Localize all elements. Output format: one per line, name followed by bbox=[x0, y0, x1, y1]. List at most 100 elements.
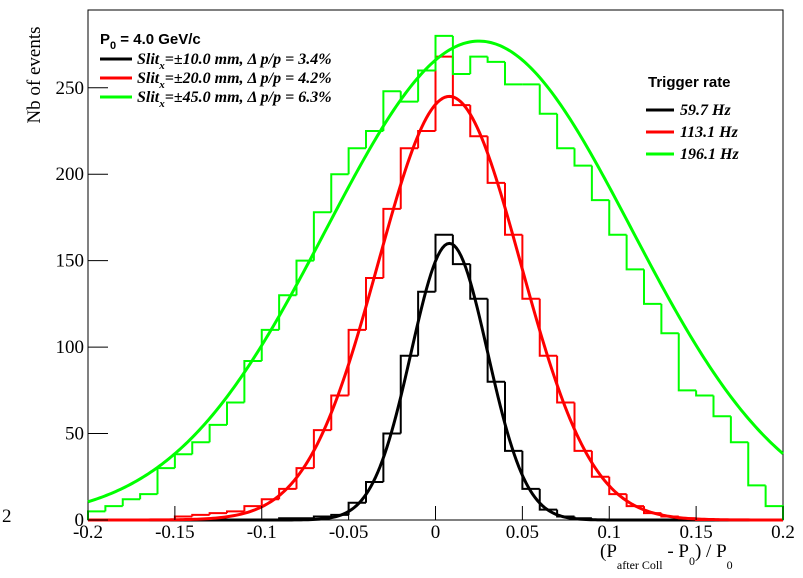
histogram-bin bbox=[208, 512, 227, 515]
histogram-bin bbox=[382, 207, 401, 278]
histogram-bin bbox=[729, 416, 749, 444]
y-tick-label: 250 bbox=[56, 78, 85, 99]
histogram-bin bbox=[747, 442, 766, 487]
rate-title: Trigger rate bbox=[648, 74, 731, 91]
histogram-bin bbox=[365, 276, 384, 330]
y-axis-label: Nb of events bbox=[24, 26, 45, 123]
legend-part: Slit bbox=[137, 89, 160, 106]
histogram-bin bbox=[365, 130, 384, 149]
y-tick-label: 150 bbox=[56, 251, 85, 272]
x-label-part: (P bbox=[600, 541, 617, 562]
legend-sub: x bbox=[158, 79, 165, 91]
x-tick-label: 0.15 bbox=[680, 522, 713, 543]
rate-label: 196.1 Hz bbox=[680, 146, 739, 163]
histogram-bin bbox=[486, 298, 505, 383]
histogram-bin bbox=[504, 182, 523, 236]
histogram-bin bbox=[660, 303, 679, 335]
x-axis-label: (Pafter Coll - P0) / P0 bbox=[600, 541, 733, 572]
fit-curve bbox=[87, 39, 784, 504]
histogram-bin bbox=[243, 359, 262, 403]
histogram-bin bbox=[573, 402, 592, 452]
x-tick-label: -0.15 bbox=[155, 522, 195, 543]
legend-part: Slit bbox=[137, 51, 160, 68]
x-label-sub: 0 bbox=[727, 558, 733, 572]
histogram-bin bbox=[312, 211, 332, 261]
histogram-bin bbox=[538, 298, 558, 357]
x-label-part: - P bbox=[663, 541, 689, 562]
x-tick-label: -0.05 bbox=[329, 522, 369, 543]
histogram-bin bbox=[764, 485, 784, 520]
legend-label: Slitx=±20.0 mm, Δ p/p = 4.2% bbox=[137, 70, 332, 91]
rate-label: 59.7 Hz bbox=[680, 102, 731, 119]
y-tick-label: 100 bbox=[56, 337, 85, 358]
rate-label: 113.1 Hz bbox=[680, 124, 739, 141]
x-tick-label: -0.1 bbox=[247, 522, 277, 543]
histogram-bin bbox=[260, 328, 280, 361]
histogram-bin bbox=[208, 423, 227, 443]
legend-part: =±20.0 mm, Δ p/p = 4.2% bbox=[165, 70, 332, 87]
fit-curve bbox=[88, 94, 784, 522]
header-part: P bbox=[100, 31, 110, 48]
histogram-bin bbox=[590, 165, 610, 202]
histogram-bin bbox=[556, 355, 575, 404]
histogram-bin bbox=[643, 269, 662, 305]
x-tick-label: -0.2 bbox=[73, 522, 103, 543]
histogram-bin bbox=[104, 505, 123, 512]
legend-background bbox=[93, 22, 423, 110]
y-tick-label: 50 bbox=[65, 424, 84, 445]
histogram-bin bbox=[330, 394, 349, 431]
legend-part: =±10.0 mm, Δ p/p = 3.4% bbox=[165, 51, 332, 68]
legend-label: Slitx=±10.0 mm, Δ p/p = 3.4% bbox=[137, 51, 332, 72]
histogram-bin bbox=[608, 200, 627, 236]
histogram-bin bbox=[538, 488, 558, 511]
histogram-bin bbox=[382, 90, 401, 132]
header-part: = 4.0 GeV/c bbox=[116, 31, 201, 48]
x-tick-label: 0.1 bbox=[597, 522, 621, 543]
histogram-bin bbox=[504, 61, 523, 86]
histogram-bin bbox=[417, 130, 436, 149]
legend-part: =±45.0 mm, Δ p/p = 6.3% bbox=[165, 89, 332, 106]
x-label-sub: after Coll bbox=[617, 558, 663, 572]
x-label-part: ) / P bbox=[695, 541, 727, 562]
x-tick-label: 0.05 bbox=[506, 522, 539, 543]
histogram-bin bbox=[382, 432, 401, 482]
y-tick-label: 200 bbox=[56, 164, 85, 185]
legend-part: Slit bbox=[137, 70, 160, 87]
x-tick-label: 0.2 bbox=[771, 522, 795, 543]
histogram-bin bbox=[469, 55, 488, 74]
histogram-bin bbox=[139, 493, 158, 500]
histogram-bin bbox=[312, 515, 332, 519]
histogram-bin bbox=[521, 450, 540, 490]
histogram-bin bbox=[330, 173, 349, 213]
histogram-bin bbox=[504, 381, 523, 452]
legend-sub: x bbox=[158, 98, 165, 110]
legend-header: P0 = 4.0 GeV/c bbox=[100, 31, 201, 52]
histogram-bin bbox=[608, 476, 627, 496]
legend-label: Slitx=±45.0 mm, Δ p/p = 6.3% bbox=[137, 89, 332, 110]
histogram-bin bbox=[695, 390, 714, 397]
histogram-bin bbox=[399, 354, 419, 434]
histogram-bin bbox=[347, 147, 366, 175]
histogram-bin bbox=[226, 401, 245, 425]
histogram-bin bbox=[173, 453, 193, 469]
histogram-bin bbox=[434, 233, 453, 292]
histogram-bin bbox=[469, 264, 488, 300]
histogram-bin bbox=[417, 290, 436, 356]
histogram-bin bbox=[434, 55, 453, 132]
histogram-bin bbox=[556, 113, 575, 150]
x-label-sub: 0 bbox=[689, 554, 695, 568]
histogram-bin bbox=[295, 467, 314, 489]
histogram-bin bbox=[121, 498, 141, 507]
histogram-bin bbox=[417, 69, 436, 102]
fragment: 2 bbox=[2, 506, 12, 527]
histogram-bin bbox=[191, 441, 210, 455]
histogram-bin bbox=[226, 510, 245, 514]
histogram-bin bbox=[521, 234, 540, 300]
histogram-bin bbox=[156, 467, 175, 495]
x-tick-label: 0 bbox=[431, 522, 441, 543]
header-sub: 0 bbox=[110, 40, 116, 52]
histogram-bin bbox=[191, 513, 210, 517]
y-tick-label: 0 bbox=[75, 510, 85, 531]
histogram-bin bbox=[677, 333, 697, 392]
